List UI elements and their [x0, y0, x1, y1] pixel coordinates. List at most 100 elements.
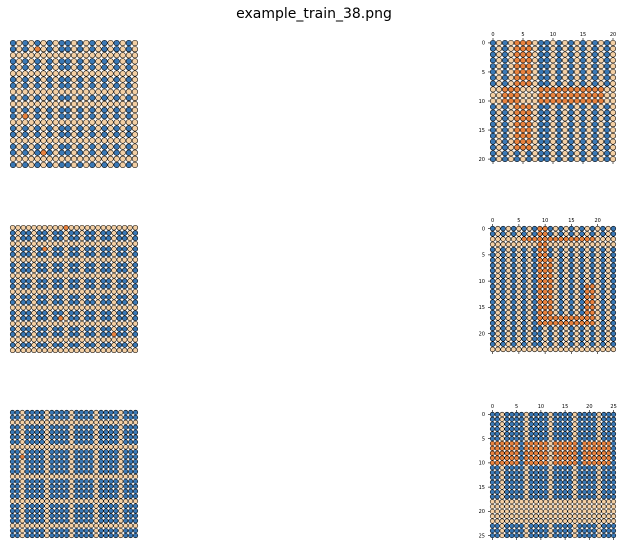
- grid-cell: [44, 449, 50, 455]
- grid-cell: [103, 473, 109, 479]
- grid-cell: [111, 262, 117, 268]
- grid-cell: [552, 241, 559, 248]
- grid-cell: [489, 115, 497, 122]
- grid-cell: [46, 58, 53, 65]
- grid-cell: [34, 58, 41, 65]
- grid-cell: [111, 278, 117, 284]
- grid-cell: [543, 426, 549, 432]
- grid-cell: [9, 439, 15, 445]
- grid-cell: [489, 252, 496, 258]
- grid-cell: [523, 440, 529, 447]
- grid-cell: [14, 528, 20, 534]
- grid-cell: [95, 240, 101, 247]
- grid-cell: [36, 240, 43, 247]
- grid-cell: [606, 470, 612, 476]
- grid-cell: [579, 320, 585, 326]
- grid-cell: [526, 236, 533, 242]
- grid-cell: [54, 424, 60, 430]
- grid-cell: [36, 230, 43, 236]
- grid-cell: [28, 82, 35, 89]
- grid-cell: [63, 235, 69, 242]
- grid-cell: [543, 138, 551, 145]
- grid-cell: [542, 246, 548, 253]
- grid-cell: [518, 470, 525, 476]
- grid-cell: [121, 315, 128, 322]
- grid-cell: [596, 465, 602, 471]
- grid-cell: [581, 436, 588, 442]
- grid-cell: [568, 273, 575, 279]
- grid-cell: [39, 464, 45, 470]
- y-tick-label: 0: [482, 226, 485, 232]
- grid-cell: [9, 76, 17, 83]
- grid-cell: [52, 161, 59, 169]
- grid-cell: [504, 513, 510, 519]
- grid-cell: [49, 409, 55, 415]
- grid-cell: [591, 513, 597, 519]
- grid-cell: [549, 109, 557, 116]
- grid-cell: [531, 57, 539, 64]
- grid-cell: [579, 262, 585, 269]
- grid-cell: [64, 449, 70, 455]
- grid-cell: [531, 294, 538, 300]
- grid-cell: [113, 478, 119, 484]
- grid-cell: [40, 143, 47, 150]
- grid-cell: [525, 92, 533, 99]
- grid-cell: [132, 224, 139, 231]
- x-tick-label: 5: [517, 218, 520, 224]
- grid-cell: [537, 241, 543, 248]
- grid-cell: [525, 69, 533, 75]
- grid-cell: [605, 341, 611, 347]
- grid-cell: [509, 489, 515, 495]
- grid-cell: [552, 330, 559, 337]
- grid-cell: [78, 478, 84, 484]
- grid-cell: [93, 508, 99, 514]
- grid-cell: [562, 503, 568, 510]
- grid-cell: [107, 46, 114, 53]
- grid-cell: [563, 283, 569, 290]
- grid-cell: [25, 246, 32, 252]
- grid-cell: [64, 125, 71, 132]
- grid-cell: [84, 262, 91, 268]
- grid-cell: [89, 161, 96, 169]
- grid-cell: [499, 465, 505, 471]
- grid-cell: [519, 150, 527, 157]
- grid-cell: [41, 288, 48, 295]
- grid-cell: [563, 278, 569, 284]
- grid-cell: [555, 109, 563, 116]
- grid-cell: [610, 288, 617, 295]
- grid-cell: [128, 449, 134, 455]
- grid-cell: [121, 304, 128, 311]
- grid-cell: [495, 252, 501, 258]
- grid-cell: [79, 256, 85, 263]
- grid-cell: [489, 346, 496, 353]
- grid-cell: [611, 508, 617, 514]
- grid-cell: [562, 523, 568, 529]
- grid-cell: [105, 240, 112, 247]
- grid-cell: [525, 109, 533, 116]
- grid-cell: [552, 416, 558, 422]
- grid-cell: [39, 414, 45, 420]
- grid-cell: [537, 98, 545, 104]
- grid-cell: [20, 320, 27, 327]
- grid-cell: [586, 494, 592, 500]
- grid-cell: [543, 450, 549, 456]
- grid-cell: [41, 283, 48, 290]
- grid-cell: [100, 347, 107, 354]
- grid-cell: [63, 315, 69, 322]
- grid-cell: [121, 256, 128, 263]
- grid-cell: [108, 493, 114, 499]
- grid-cell: [594, 252, 601, 258]
- grid-cell: [101, 143, 108, 150]
- grid-cell: [562, 460, 568, 466]
- grid-cell: [57, 240, 64, 247]
- grid-cell: [39, 483, 45, 489]
- grid-cell: [34, 424, 40, 430]
- grid-cell: [542, 225, 548, 232]
- grid-cell: [611, 450, 617, 456]
- grid-cell: [528, 455, 534, 461]
- grid-cell: [525, 144, 533, 151]
- grid-cell: [501, 51, 509, 58]
- grid-cell: [95, 70, 102, 77]
- grid-cell: [557, 533, 563, 539]
- grid-cell: [533, 518, 539, 524]
